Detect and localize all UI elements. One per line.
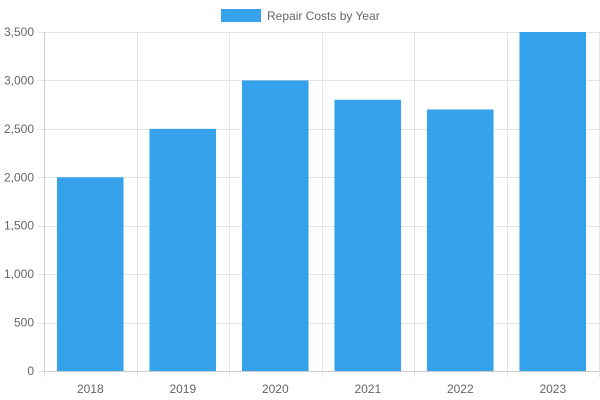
legend: Repair Costs by Year xyxy=(221,9,380,23)
legend-swatch xyxy=(221,9,261,22)
bar-2018 xyxy=(56,177,124,371)
x-tick-label: 2019 xyxy=(169,382,196,396)
y-tick-label: 1,500 xyxy=(4,219,34,233)
x-tick-label: 2020 xyxy=(262,382,289,396)
y-tick-label: 2,000 xyxy=(4,170,34,184)
bar-2019 xyxy=(149,128,217,371)
x-tick-label: 2021 xyxy=(354,382,381,396)
y-tick-label: 0 xyxy=(27,364,34,378)
y-tick-label: 3,500 xyxy=(4,25,34,39)
x-tick-label: 2022 xyxy=(447,382,474,396)
x-tick-label: 2023 xyxy=(539,382,566,396)
bar-2023 xyxy=(519,32,587,371)
legend-label: Repair Costs by Year xyxy=(267,9,380,23)
bar-2020 xyxy=(241,80,309,372)
x-axis-ticks: 2018 2019 2020 2021 2022 2023 xyxy=(77,382,567,396)
bar-2022 xyxy=(426,109,494,372)
y-tick-label: 2,500 xyxy=(4,122,34,136)
x-tick-label: 2018 xyxy=(77,382,104,396)
y-tick-label: 500 xyxy=(14,316,34,330)
y-tick-label: 3,000 xyxy=(4,73,34,87)
y-tick-label: 1,000 xyxy=(4,267,34,281)
bar-2021 xyxy=(334,99,402,372)
bars xyxy=(56,32,587,372)
grid xyxy=(38,32,600,377)
y-axis-ticks: 0 500 1,000 1,500 2,000 2,500 3,000 3,500 xyxy=(4,25,34,378)
axes xyxy=(44,32,599,372)
